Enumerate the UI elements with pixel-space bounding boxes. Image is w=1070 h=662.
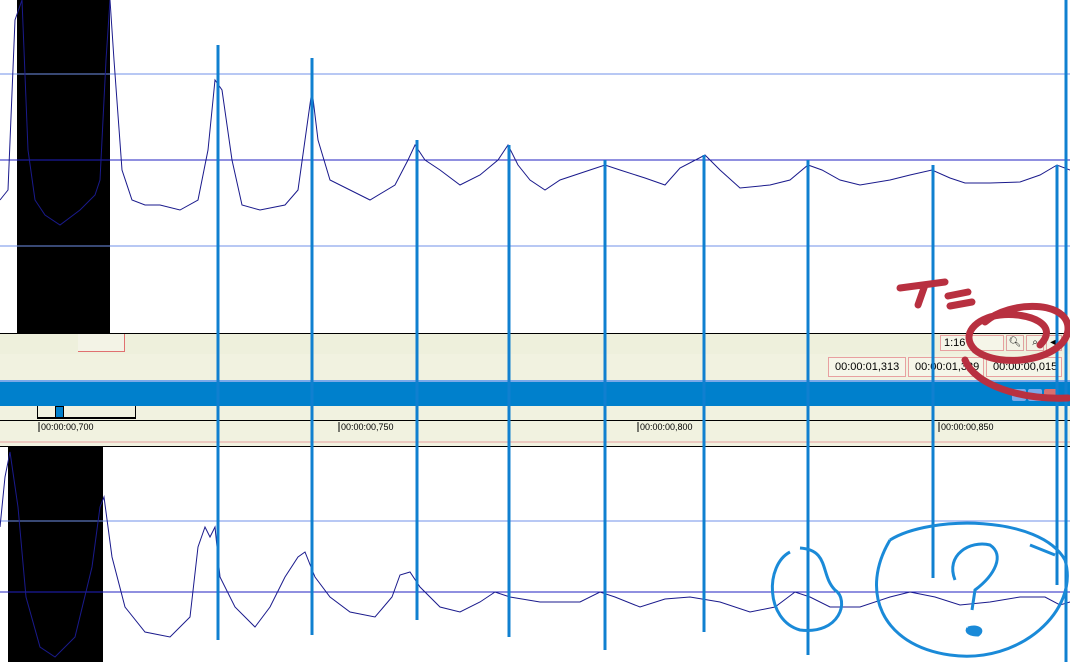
selection-region	[8, 447, 103, 662]
ruler-label: 00:00:00,700	[41, 422, 94, 432]
waveform-bottom[interactable]	[0, 447, 1070, 662]
ruler-label: 00:00:00,750	[341, 422, 394, 432]
time-ruler[interactable]: 00:00:00,700 00:00:00,750 00:00:00,800 0…	[0, 406, 1070, 447]
selection-region	[17, 0, 110, 333]
ruler-divider	[0, 420, 1070, 421]
red-annotation	[896, 278, 1070, 402]
waveform-top[interactable]	[0, 0, 1070, 333]
waveform-line	[0, 0, 1070, 226]
zoom-in-button[interactable]: 🔍︎	[1006, 335, 1024, 351]
ruler-label: 00:00:00,800	[640, 422, 693, 432]
overview-scrollbar[interactable]	[37, 406, 136, 419]
ruler-ticks	[0, 422, 1070, 443]
overview-thumb[interactable]	[55, 406, 64, 418]
selection-start-field[interactable]: 00:00:01,313	[828, 357, 906, 377]
toolbar-row	[0, 334, 1070, 354]
scroll-indicator[interactable]	[78, 334, 125, 352]
title-bar	[0, 380, 1070, 406]
blue-annotation	[770, 521, 1069, 658]
ruler-label: 00:00:00,850	[941, 422, 994, 432]
waveform-line	[0, 451, 1070, 658]
